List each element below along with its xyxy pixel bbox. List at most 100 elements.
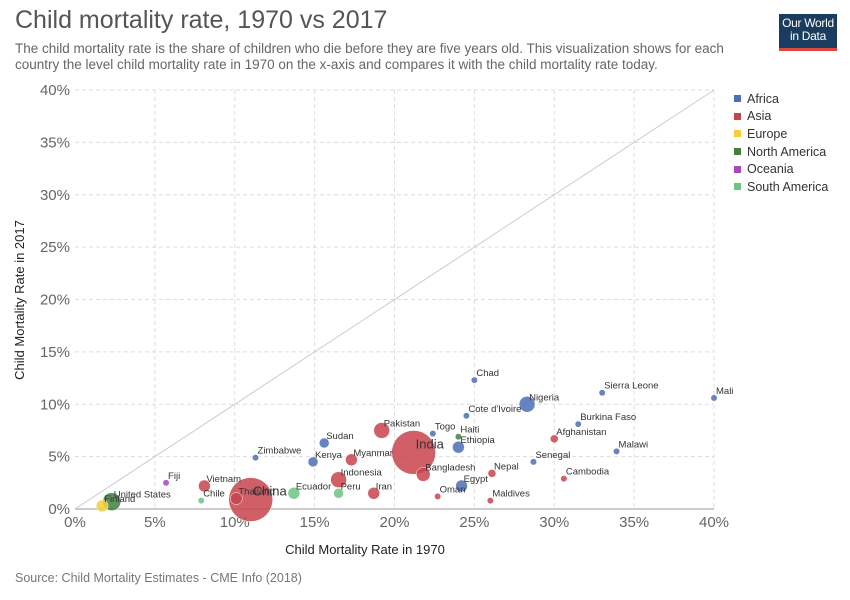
owid-logo[interactable]: Our World in Data (779, 14, 837, 51)
data-point[interactable] (452, 440, 465, 454)
data-point[interactable] (345, 453, 358, 467)
data-point[interactable] (367, 487, 380, 500)
point-label: Finland (104, 494, 135, 505)
point-label: Bangladesh (425, 462, 475, 473)
point-label: United States (114, 490, 171, 501)
legend-label: Asia (747, 109, 772, 124)
point-label: Pakistan (384, 418, 420, 429)
data-point[interactable] (462, 412, 470, 420)
data-point[interactable] (598, 389, 606, 397)
point-label: Chad (476, 368, 499, 379)
data-point[interactable] (518, 396, 536, 413)
source-note: Source: Child Mortality Estimates - CME … (15, 571, 302, 585)
legend-item[interactable]: Asia (734, 108, 828, 126)
data-point[interactable] (487, 469, 497, 478)
y-tick-label: 5% (48, 449, 70, 466)
y-tick-label: 15% (40, 344, 70, 361)
legend-item[interactable]: Oceania (734, 160, 828, 178)
y-axis-label: Child Mortality Rate in 2017 (12, 220, 27, 380)
data-point[interactable] (307, 456, 319, 468)
point-label: Nigeria (529, 392, 560, 403)
point-label: Vietnam (206, 474, 241, 485)
data-point[interactable] (613, 447, 621, 455)
logo-line-2: in Data (790, 29, 826, 43)
point-label: Ecuador (296, 481, 331, 492)
point-label: Cote d'Ivoire (468, 404, 521, 415)
y-tick-label: 25% (40, 239, 70, 256)
point-label: Malawi (619, 439, 649, 450)
point-label: Togo (435, 422, 456, 433)
data-point[interactable] (162, 479, 170, 487)
logo-underline (779, 48, 837, 51)
point-label: Peru (341, 481, 361, 492)
point-label: Mali (716, 386, 733, 397)
y-tick-label: 10% (40, 396, 70, 413)
x-tick-label: 5% (144, 514, 166, 531)
point-label: Haiti (460, 425, 479, 436)
point-label: Burkina Faso (580, 412, 636, 423)
data-point[interactable] (574, 420, 582, 428)
data-point[interactable] (434, 492, 442, 500)
data-point[interactable] (454, 433, 462, 441)
data-point[interactable] (710, 394, 718, 402)
data-point[interactable] (333, 488, 344, 499)
point-label: Sudan (326, 431, 353, 442)
legend-item[interactable]: North America (734, 143, 828, 161)
legend-item[interactable]: South America (734, 178, 828, 196)
data-point[interactable] (429, 430, 437, 438)
y-tick-label: 30% (40, 187, 70, 204)
data-point[interactable] (470, 376, 478, 384)
legend-swatch (734, 112, 741, 120)
legend-item[interactable]: Europe (734, 125, 828, 143)
point-label: Egypt (464, 474, 489, 485)
data-point[interactable] (530, 458, 537, 466)
point-label: Ethiopia (460, 435, 495, 446)
legend-label: Europe (747, 126, 788, 141)
y-tick-label: 0% (48, 501, 70, 518)
data-point[interactable] (416, 467, 431, 482)
legend-item[interactable]: Africa (734, 90, 828, 108)
data-point[interactable] (486, 497, 494, 505)
data-point[interactable] (550, 434, 559, 444)
legend-label: North America (747, 144, 827, 159)
point-label: Thailand (238, 487, 274, 498)
data-point[interactable] (95, 499, 109, 513)
legend-label: South America (747, 179, 829, 194)
data-point[interactable] (391, 430, 436, 475)
point-label: Zimbabwe (258, 446, 302, 457)
data-point[interactable] (318, 437, 330, 449)
point-labels: Chad Sierra Leone Mali Nigeria Cote d'Ivoire… (104, 368, 733, 505)
y-tick-label: 20% (40, 292, 70, 309)
data-point[interactable] (198, 479, 211, 493)
data-point[interactable] (330, 471, 347, 488)
x-tick-label: 25% (459, 514, 489, 531)
axes: 0% 5% 10% 15% 20% 25% 30% 35% 40%0%5%10%15%20%25… (40, 82, 729, 531)
x-tick-label: 30% (539, 514, 569, 531)
data-point[interactable] (455, 479, 468, 493)
data-point[interactable] (228, 477, 273, 522)
point-label: Nepal (494, 461, 519, 472)
data-point[interactable] (560, 475, 568, 483)
point-label: Chile (203, 489, 225, 500)
point-label: Sierra Leone (604, 381, 658, 392)
data-point[interactable] (230, 492, 243, 505)
reference-line (74, 89, 715, 510)
data-point[interactable] (252, 454, 259, 462)
legend-swatch (734, 130, 741, 138)
diagonal-reference-line (74, 89, 715, 510)
point-label: Maldives (492, 489, 530, 500)
legend-swatch (734, 148, 741, 156)
x-tick-label: 0% (64, 514, 86, 531)
data-point[interactable] (373, 422, 390, 439)
legend-label: Africa (747, 91, 779, 106)
x-tick-label: 20% (379, 514, 409, 531)
chart-title: Child mortality rate, 1970 vs 2017 (15, 6, 388, 34)
y-tick-label: 40% (40, 82, 70, 99)
data-point[interactable] (197, 497, 205, 505)
legend-swatch (734, 183, 741, 191)
data-point[interactable] (287, 487, 301, 500)
legend: Africa Asia Europe North America Oceania Sout… (734, 90, 828, 196)
legend-swatch (734, 165, 741, 173)
x-tick-label: 40% (699, 514, 729, 531)
